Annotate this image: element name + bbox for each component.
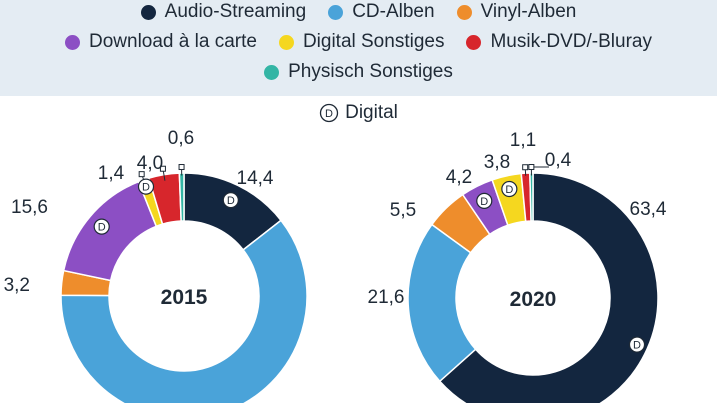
digital-marker-2020-download-la-carte: D — [476, 192, 493, 209]
digital-marker-letter: D — [505, 184, 513, 196]
value-label-2020-digital-sonstiges: 3,8 — [484, 152, 510, 173]
value-label-2015-audio-streaming: 14,4 — [237, 168, 274, 189]
legend-swatch-physisch-sonstiges — [264, 64, 280, 80]
digital-marker-2020-audio-streaming: D — [628, 336, 646, 353]
digital-marker-letter: D — [480, 196, 488, 208]
legend-label-musik-dvd: Musik-DVD/-Bluray — [490, 31, 652, 52]
legend-item-digital-sonstiges: Digital Sonstiges — [278, 31, 445, 53]
legend-band: Audio-Streaming CD-Alben Vinyl-Alben Dow… — [0, 0, 717, 96]
value-label-2020-musik-dvd-bluray: 1,1 — [510, 130, 536, 151]
leader-marker-2020-musik-dvd-bluray — [522, 164, 529, 171]
digital-marker-letter: D — [633, 340, 641, 352]
legend-swatch-download — [65, 34, 80, 50]
digital-note-label: Digital — [345, 102, 398, 123]
legend-item-physisch-sonstiges: Physisch Sonstiges — [264, 61, 453, 83]
digital-marker-circle-icon — [476, 192, 493, 209]
center-label-2020: 2020 — [510, 288, 557, 311]
digital-marker-circle-icon — [628, 336, 646, 353]
legend-label-digital-sonstiges: Digital Sonstiges — [302, 31, 445, 52]
slice-2015-download-la-carte — [62, 180, 158, 282]
digital-marker-2015-digital-sonstiges: D — [137, 178, 155, 195]
leader-marker-2015-digital-sonstiges — [138, 171, 145, 178]
value-label-2015-vinyl-alben: 3,2 — [4, 275, 30, 296]
legend-swatch-musik-dvd — [466, 34, 482, 50]
digital-marker-circle-icon — [222, 192, 239, 209]
value-label-2020-physisch-sonstiges: 0,4 — [545, 150, 572, 171]
value-label-2015-digital-sonstiges: 1,4 — [98, 163, 125, 184]
slice-2020-audio-streaming — [438, 172, 659, 403]
digital-circle-icon: D — [319, 103, 339, 123]
slice-2015-physisch-sonstiges — [178, 172, 185, 222]
legend-swatch-cd-alben — [328, 4, 344, 20]
digital-marker-circle-icon — [137, 178, 155, 195]
legend-item-audio-streaming: Audio-Streaming — [140, 1, 307, 23]
leader-marker-2015-musik-dvd-bluray — [159, 165, 166, 172]
digital-marker-2015-download-la-carte: D — [93, 218, 110, 235]
legend-item-download: Download à la carte — [65, 31, 257, 53]
legend-row-3: Physisch Sonstiges — [0, 61, 717, 83]
legend-label-vinyl-alben: Vinyl-Alben — [480, 1, 577, 22]
value-label-2020-cd-alben: 21,6 — [368, 287, 405, 308]
slice-2020-physisch-sonstiges — [529, 172, 534, 222]
digital-marker-2015-audio-streaming: D — [222, 192, 239, 209]
legend-swatch-vinyl-alben — [456, 4, 472, 20]
digital-icon-letter: D — [325, 108, 333, 120]
legend-swatch-audio-streaming — [140, 4, 156, 20]
leader-marker-2020-physisch-sonstiges — [528, 164, 535, 171]
legend-label-physisch-sonstiges: Physisch Sonstiges — [288, 61, 453, 82]
legend-swatch-digital-sonstiges — [278, 34, 294, 50]
digital-marker-letter: D — [98, 222, 106, 234]
value-label-2015-physisch-sonstiges: 0,6 — [168, 128, 194, 149]
legend-item-cd-alben: CD-Alben — [328, 1, 435, 23]
value-label-2020-download-la-carte: 4,2 — [446, 167, 472, 188]
value-label-2020-audio-streaming: 63,4 — [630, 199, 667, 220]
legend-row-2: Download à la carte Digital Sonstiges Mu… — [0, 31, 717, 53]
digital-marker-circle-icon — [501, 180, 518, 198]
legend-item-musik-dvd: Musik-DVD/-Bluray — [466, 31, 652, 53]
legend-label-audio-streaming: Audio-Streaming — [164, 1, 307, 22]
value-label-2015-download-la-carte: 15,6 — [11, 197, 48, 218]
digital-marker-circle-icon — [93, 218, 110, 235]
digital-marker-letter: D — [142, 182, 150, 194]
digital-marker-letter: D — [227, 195, 235, 207]
legend-row-1: Audio-Streaming CD-Alben Vinyl-Alben — [0, 1, 717, 23]
legend-label-download: Download à la carte — [89, 31, 257, 52]
leader-marker-2015-physisch-sonstiges — [178, 164, 185, 171]
center-label-2015: 2015 — [161, 286, 208, 309]
digital-marker-2020-digital-sonstiges: D — [501, 180, 518, 198]
value-label-2015-musik-dvd-bluray: 4,0 — [137, 153, 163, 174]
slice-2015-cd-alben — [60, 219, 308, 403]
value-label-2020-vinyl-alben: 5,5 — [390, 200, 416, 221]
digital-note: D Digital — [0, 102, 717, 124]
legend-label-cd-alben: CD-Alben — [352, 1, 435, 22]
legend-item-vinyl-alben: Vinyl-Alben — [456, 1, 577, 23]
